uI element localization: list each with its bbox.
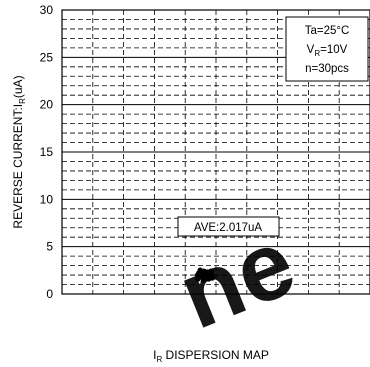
y-tick-label: 5 (46, 240, 53, 254)
x-axis-title: IR DISPERSION MAP (153, 348, 269, 364)
voltage-label: VR=10V (307, 44, 348, 58)
y-tick-label: 20 (40, 98, 54, 112)
average-box: AVE:2.017uA (177, 216, 280, 237)
temperature-label: Ta=25°C (305, 25, 350, 37)
sample-count-label: n=30pcs (305, 63, 349, 75)
y-tick-label: 30 (40, 3, 54, 17)
y-tick-label: 10 (40, 192, 54, 206)
y-tick-label: 15 (40, 145, 54, 159)
y-axis-title: REVERSE CURRENT:IR(uA) (11, 75, 27, 228)
data-point (204, 272, 211, 278)
y-axis-ticks: 0 5 10 15 20 25 30 (40, 3, 54, 301)
data-points (195, 267, 215, 283)
plot-frame (61, 9, 370, 295)
data-point (209, 274, 215, 280)
y-tick-label: 25 (40, 50, 54, 64)
y-tick-label: 0 (46, 287, 53, 301)
conditions-box: Ta=25°C VR=10V n=30pcs (285, 16, 369, 82)
average-label: AVE:2.017uA (194, 222, 263, 234)
data-point (196, 270, 202, 276)
